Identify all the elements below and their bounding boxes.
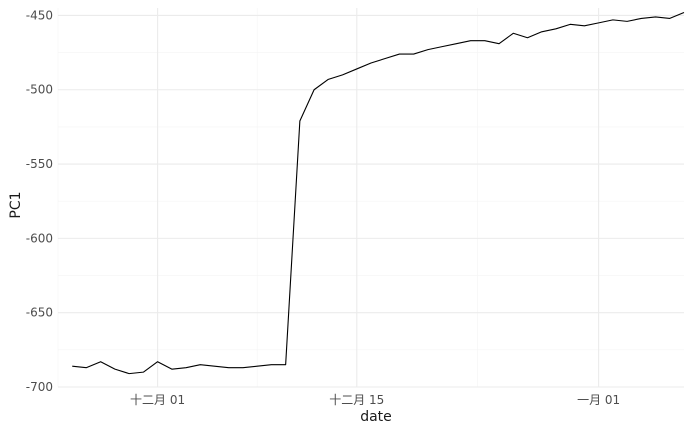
y-tick-label: -650 [26, 306, 53, 320]
x-tick-label: 一月 01 [577, 393, 620, 407]
y-tick-label: -450 [26, 8, 53, 22]
x-tick-label: 十二月 15 [329, 393, 384, 407]
x-axis-title: date [360, 409, 392, 425]
series-line-pc1 [72, 11, 685, 375]
y-tick-label: -550 [26, 157, 53, 171]
x-axis-ticks: 十二月 01 十二月 15 一月 01 [130, 393, 620, 407]
y-axis-title: PC1 [8, 191, 24, 218]
y-axis-ticks: -700 -650 -600 -550 -500 -450 [26, 8, 53, 394]
y-tick-label: -700 [26, 380, 53, 394]
y-tick-label: -600 [26, 231, 53, 245]
y-tick-label: -500 [26, 83, 53, 97]
grid [57, 8, 684, 388]
x-tick-label: 十二月 01 [130, 393, 185, 407]
